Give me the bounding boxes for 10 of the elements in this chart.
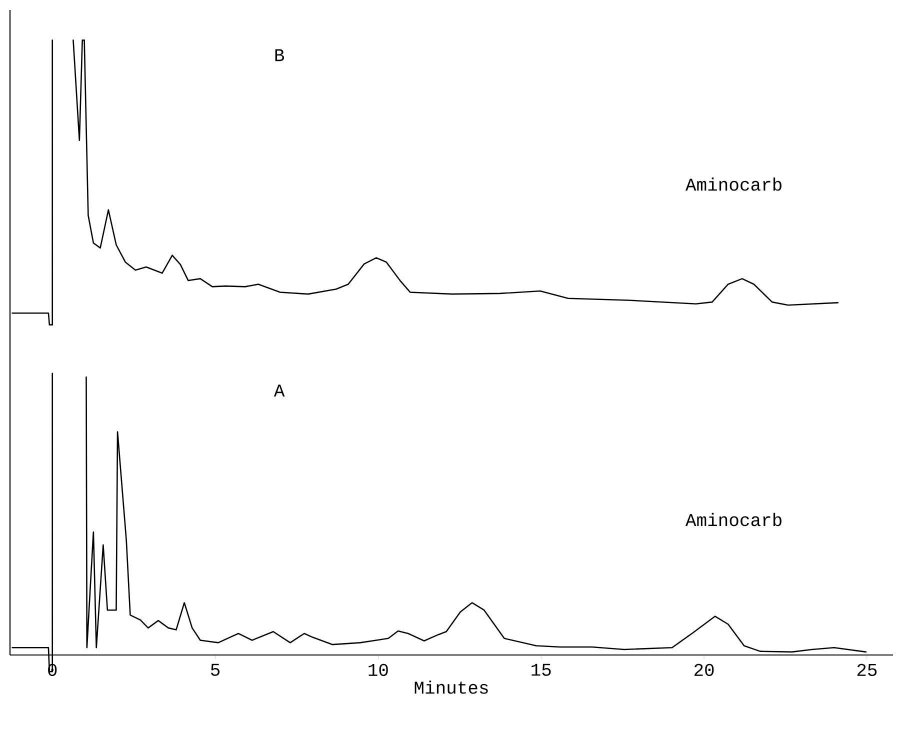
x-tick-label: 20 xyxy=(694,664,714,676)
x-axis-title: Minutes xyxy=(414,680,488,694)
annotation: Aminocarb xyxy=(685,178,782,191)
annotation: Aminocarb xyxy=(685,512,782,526)
annotation: A xyxy=(274,384,285,396)
x-tick-label: 25 xyxy=(857,664,877,676)
x-tick-label: 5 xyxy=(211,664,220,676)
annotation: B xyxy=(275,49,284,62)
x-tick-label: 10 xyxy=(368,664,388,676)
x-tick-label: 15 xyxy=(532,664,551,676)
